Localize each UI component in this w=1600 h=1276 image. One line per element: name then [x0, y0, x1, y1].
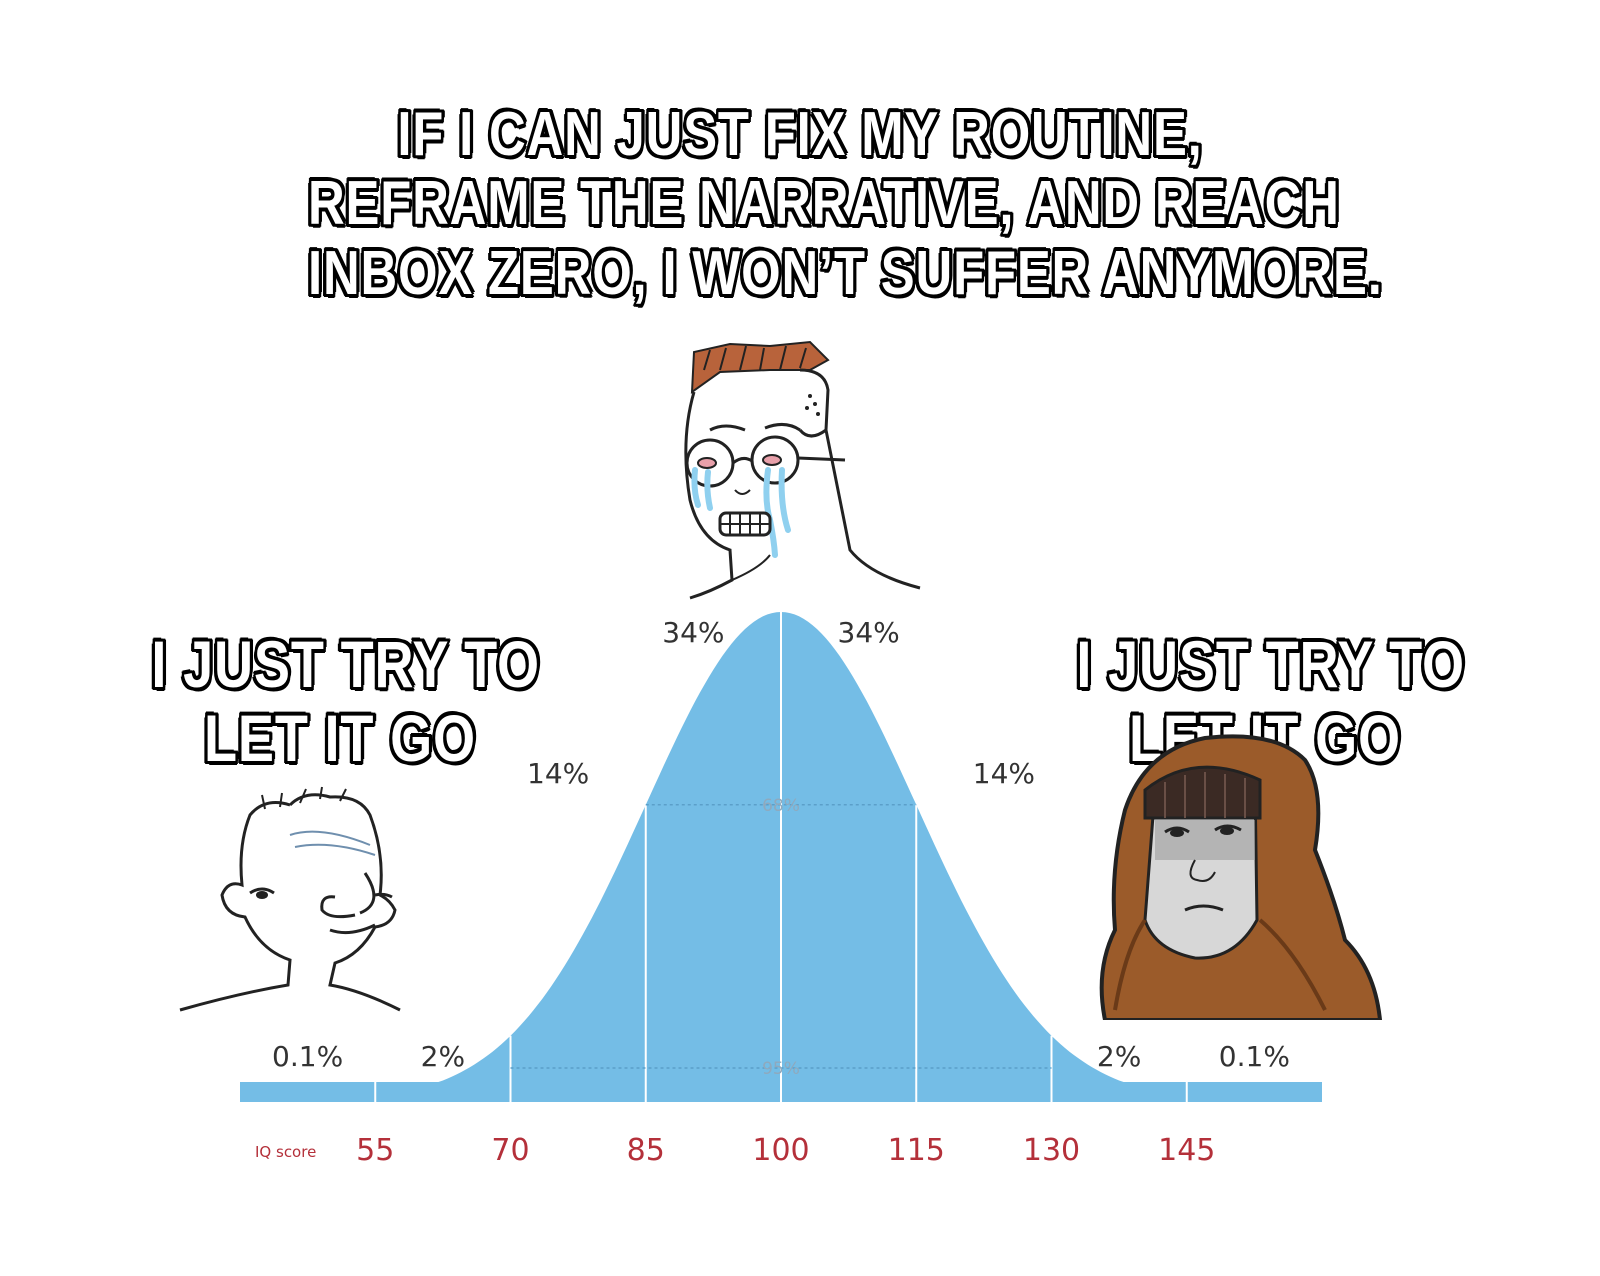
top-caption: IF I CAN JUST FIX MY ROUTINE, REFRAME TH… [308, 100, 1383, 308]
top-caption-line-1: IF I CAN JUST FIX MY ROUTINE, [397, 100, 1203, 169]
left-caption-line-2: LET IT GO [204, 700, 476, 775]
left-caption-line-1: I JUST TRY TO [151, 627, 540, 701]
x-tick-label: 130 [1023, 1133, 1080, 1168]
band-label: 0.1% [272, 1040, 343, 1073]
tick-label-layer: 55 70 85 100 115 130 145 [356, 1133, 1215, 1168]
x-tick-label: 145 [1158, 1133, 1215, 1168]
band-label: 34% [662, 616, 724, 649]
band-label: 14% [527, 757, 589, 790]
band-label: 2% [421, 1040, 465, 1073]
band-label: 0.1% [1219, 1040, 1290, 1073]
interval-label: 95% [762, 1059, 800, 1079]
crying-wojak-with-glasses-icon [684, 340, 921, 600]
band-label: 2% [1097, 1040, 1141, 1073]
hooded-wojak-icon [1099, 734, 1383, 1020]
x-tick-label: 115 [888, 1133, 945, 1168]
x-tick-label: 85 [627, 1133, 665, 1168]
x-axis-label: IQ score [255, 1143, 316, 1161]
interval-label: 68% [762, 796, 800, 816]
simple-wojak-icon [179, 786, 401, 1012]
x-tick-label: 100 [752, 1133, 809, 1168]
interval-layer: 68% 95% [510, 796, 1052, 1079]
band-label: 14% [973, 757, 1035, 790]
top-caption-line-2: REFRAME THE NARRATIVE, AND REACH [308, 169, 1340, 239]
x-tick-label: 55 [356, 1133, 394, 1168]
top-caption-line-3: INBOX ZERO, I WON’T SUFFER ANYMORE. [308, 238, 1383, 308]
band-divider-layer [374, 612, 1188, 1102]
x-tick-label: 70 [491, 1133, 529, 1168]
right-caption-line-1: I JUST TRY TO [1076, 627, 1465, 701]
band-label-layer: 0.1% 2% 14% 34% 34% 14% 2% 0.1% [272, 616, 1290, 1073]
band-label: 34% [838, 616, 900, 649]
left-caption: I JUST TRY TO LET IT GO [151, 627, 540, 776]
